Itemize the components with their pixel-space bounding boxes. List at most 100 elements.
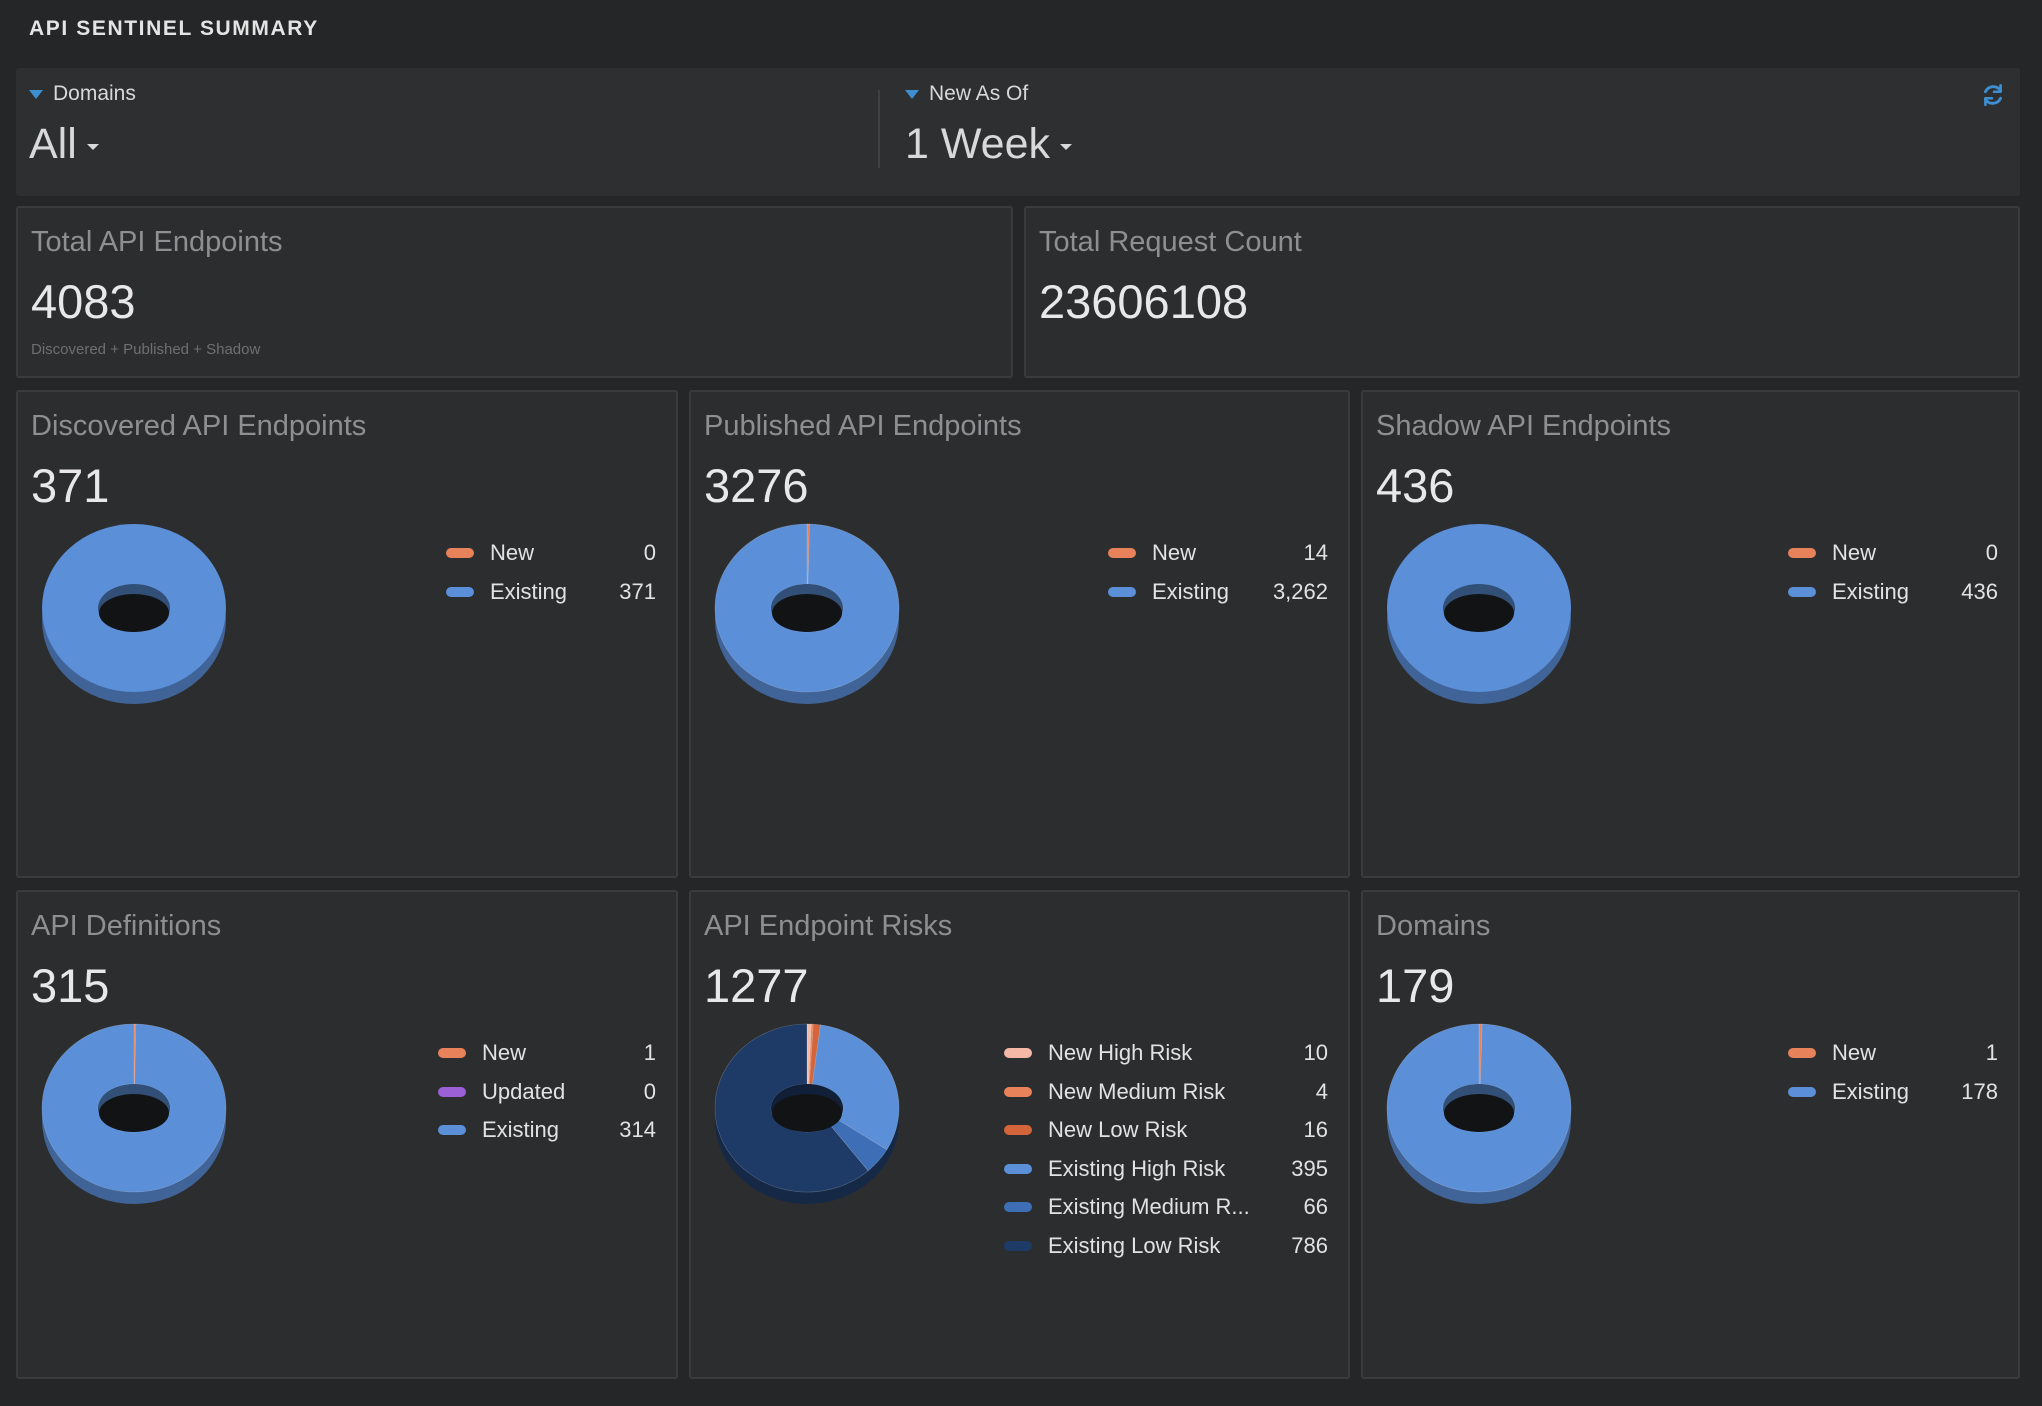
legend-value: 314 <box>619 1117 656 1143</box>
legend-label: New <box>490 540 535 566</box>
legend-swatch <box>1788 548 1816 559</box>
legend-item[interactable]: New Medium Risk 4 <box>1004 1073 1328 1112</box>
card-value: 1277 <box>704 959 809 1012</box>
legend-value: 0 <box>1985 540 1998 566</box>
card-value: 23606108 <box>1039 275 1249 328</box>
donut-hole <box>772 1094 842 1132</box>
domains-filter[interactable]: Domains All <box>29 82 136 169</box>
legend-value: 3,262 <box>1272 578 1328 604</box>
legend-label: New Medium Risk <box>1048 1078 1226 1104</box>
legend-swatch <box>1788 586 1816 597</box>
card-title: Discovered API Endpoints <box>31 410 367 442</box>
shadow-endpoints-card[interactable]: Shadow API Endpoints 436 New 0 Existing 436 <box>1361 390 2020 878</box>
new-as-of-filter-dropdown[interactable]: 1 Week <box>905 120 1072 169</box>
legend-item[interactable]: Existing 436 <box>1788 573 1998 612</box>
legend-label: New Low Risk <box>1048 1117 1188 1143</box>
legend-swatch <box>1004 1048 1032 1059</box>
legend-swatch <box>446 548 474 559</box>
card-subtitle: Discovered + Published + Shadow <box>31 341 261 358</box>
card-value: 4083 <box>31 275 136 328</box>
legend-item[interactable]: New Low Risk 16 <box>1004 1111 1328 1150</box>
legend-label: Existing <box>490 578 568 604</box>
donut-hole <box>99 594 169 632</box>
card-title: API Endpoint Risks <box>704 910 953 942</box>
chart-legend: New 1 Existing 178 <box>1788 1034 1998 1111</box>
legend-label: New <box>482 1040 527 1066</box>
legend-item[interactable]: New 14 <box>1108 534 1328 573</box>
published-endpoints-card[interactable]: Published API Endpoints 3276 New 14 Existi… <box>689 390 1350 878</box>
legend-item[interactable]: New 1 <box>1788 1034 1998 1073</box>
legend-item[interactable]: New 0 <box>446 534 656 573</box>
domains-filter-value: All <box>29 120 77 168</box>
refresh-icon[interactable] <box>1980 82 2006 108</box>
legend-swatch <box>1108 548 1136 559</box>
api-definitions-card[interactable]: API Definitions 315 New 1 Updated 0 Existing… <box>16 890 678 1379</box>
legend-swatch <box>446 586 474 597</box>
legend-value: 178 <box>1961 1078 1998 1104</box>
legend-swatch <box>1004 1202 1032 1213</box>
legend-label: Existing Low Risk <box>1048 1232 1221 1258</box>
card-value: 436 <box>1376 459 1455 512</box>
legend-item[interactable]: New High Risk 10 <box>1004 1034 1328 1073</box>
filter-divider <box>878 90 880 168</box>
legend-item[interactable]: Existing 314 <box>438 1111 656 1150</box>
chart-legend: New 0 Existing 436 <box>1788 534 1998 611</box>
legend-item[interactable]: Updated 0 <box>438 1073 656 1112</box>
legend-value: 4 <box>1315 1078 1328 1104</box>
discovered-endpoints-card[interactable]: Discovered API Endpoints 371 New 0 Existin… <box>16 390 678 878</box>
legend-value: 0 <box>643 540 656 566</box>
card-title: Total API Endpoints <box>31 226 283 258</box>
legend-item[interactable]: Existing High Risk 395 <box>1004 1150 1328 1189</box>
total-endpoints-card[interactable]: Total API Endpoints 4083 Discovered + Pu… <box>16 206 1013 378</box>
legend-item[interactable]: Existing 178 <box>1788 1073 1998 1112</box>
endpoint-risks-card[interactable]: API Endpoint Risks 1277 New High Risk 10 N… <box>689 890 1350 1379</box>
chart-legend: New 14 Existing 3,262 <box>1108 534 1328 611</box>
legend-swatch <box>1004 1163 1032 1174</box>
legend-value: 395 <box>1291 1155 1328 1181</box>
total-requests-card[interactable]: Total Request Count 23606108 <box>1024 206 2020 378</box>
legend-label: Existing <box>482 1117 560 1143</box>
legend-value: 14 <box>1303 540 1328 566</box>
chart-legend: New 1 Updated 0 Existing 314 <box>438 1034 656 1150</box>
legend-swatch <box>1004 1086 1032 1097</box>
legend-swatch <box>438 1048 466 1059</box>
chevron-down-icon <box>1060 143 1072 150</box>
legend-item[interactable]: Existing 3,262 <box>1108 573 1328 612</box>
legend-item[interactable]: Existing Low Risk 786 <box>1004 1227 1328 1266</box>
legend-swatch <box>1004 1240 1032 1251</box>
legend-value: 10 <box>1303 1040 1328 1066</box>
card-title: Total Request Count <box>1039 226 1302 258</box>
donut-hole <box>99 1094 169 1132</box>
card-title: API Definitions <box>31 910 222 942</box>
donut-hole <box>772 594 842 632</box>
chart-legend: New High Risk 10 New Medium Risk 4 New Low R… <box>1004 1034 1328 1265</box>
legend-value: 16 <box>1303 1117 1328 1143</box>
donut-hole <box>1444 1094 1514 1132</box>
domains-donut-chart <box>1386 1023 1572 1204</box>
page-title: API SENTINEL SUMMARY <box>29 17 319 40</box>
new-as-of-filter[interactable]: New As Of 1 Week <box>905 82 1072 169</box>
legend-label: New <box>1832 540 1877 566</box>
legend-item[interactable]: Existing 371 <box>446 573 656 612</box>
chart-legend: New 0 Existing 371 <box>446 534 656 611</box>
domains-card[interactable]: Domains 179 New 1 Existing 178 <box>1361 890 2020 1379</box>
card-title: Published API Endpoints <box>704 410 1022 442</box>
new-as-of-filter-value: 1 Week <box>905 120 1050 168</box>
legend-swatch <box>438 1086 466 1097</box>
legend-value: 371 <box>619 578 656 604</box>
legend-item[interactable]: New 1 <box>438 1034 656 1073</box>
domains-filter-label: Domains <box>53 82 136 105</box>
risks-donut-chart <box>714 1023 900 1204</box>
new-as-of-filter-label-row: New As Of <box>905 82 1072 106</box>
legend-value: 66 <box>1303 1194 1328 1220</box>
card-title: Shadow API Endpoints <box>1376 410 1672 442</box>
domains-filter-dropdown[interactable]: All <box>29 120 136 169</box>
legend-item[interactable]: New 0 <box>1788 534 1998 573</box>
filter-bar: Domains All New As Of 1 Week <box>16 68 2020 196</box>
legend-value: 0 <box>643 1078 656 1104</box>
discovered-donut-chart <box>42 524 226 704</box>
published-donut-chart <box>714 523 900 704</box>
legend-item[interactable]: Existing Medium R... 66 <box>1004 1188 1328 1227</box>
filter-icon <box>29 89 43 99</box>
